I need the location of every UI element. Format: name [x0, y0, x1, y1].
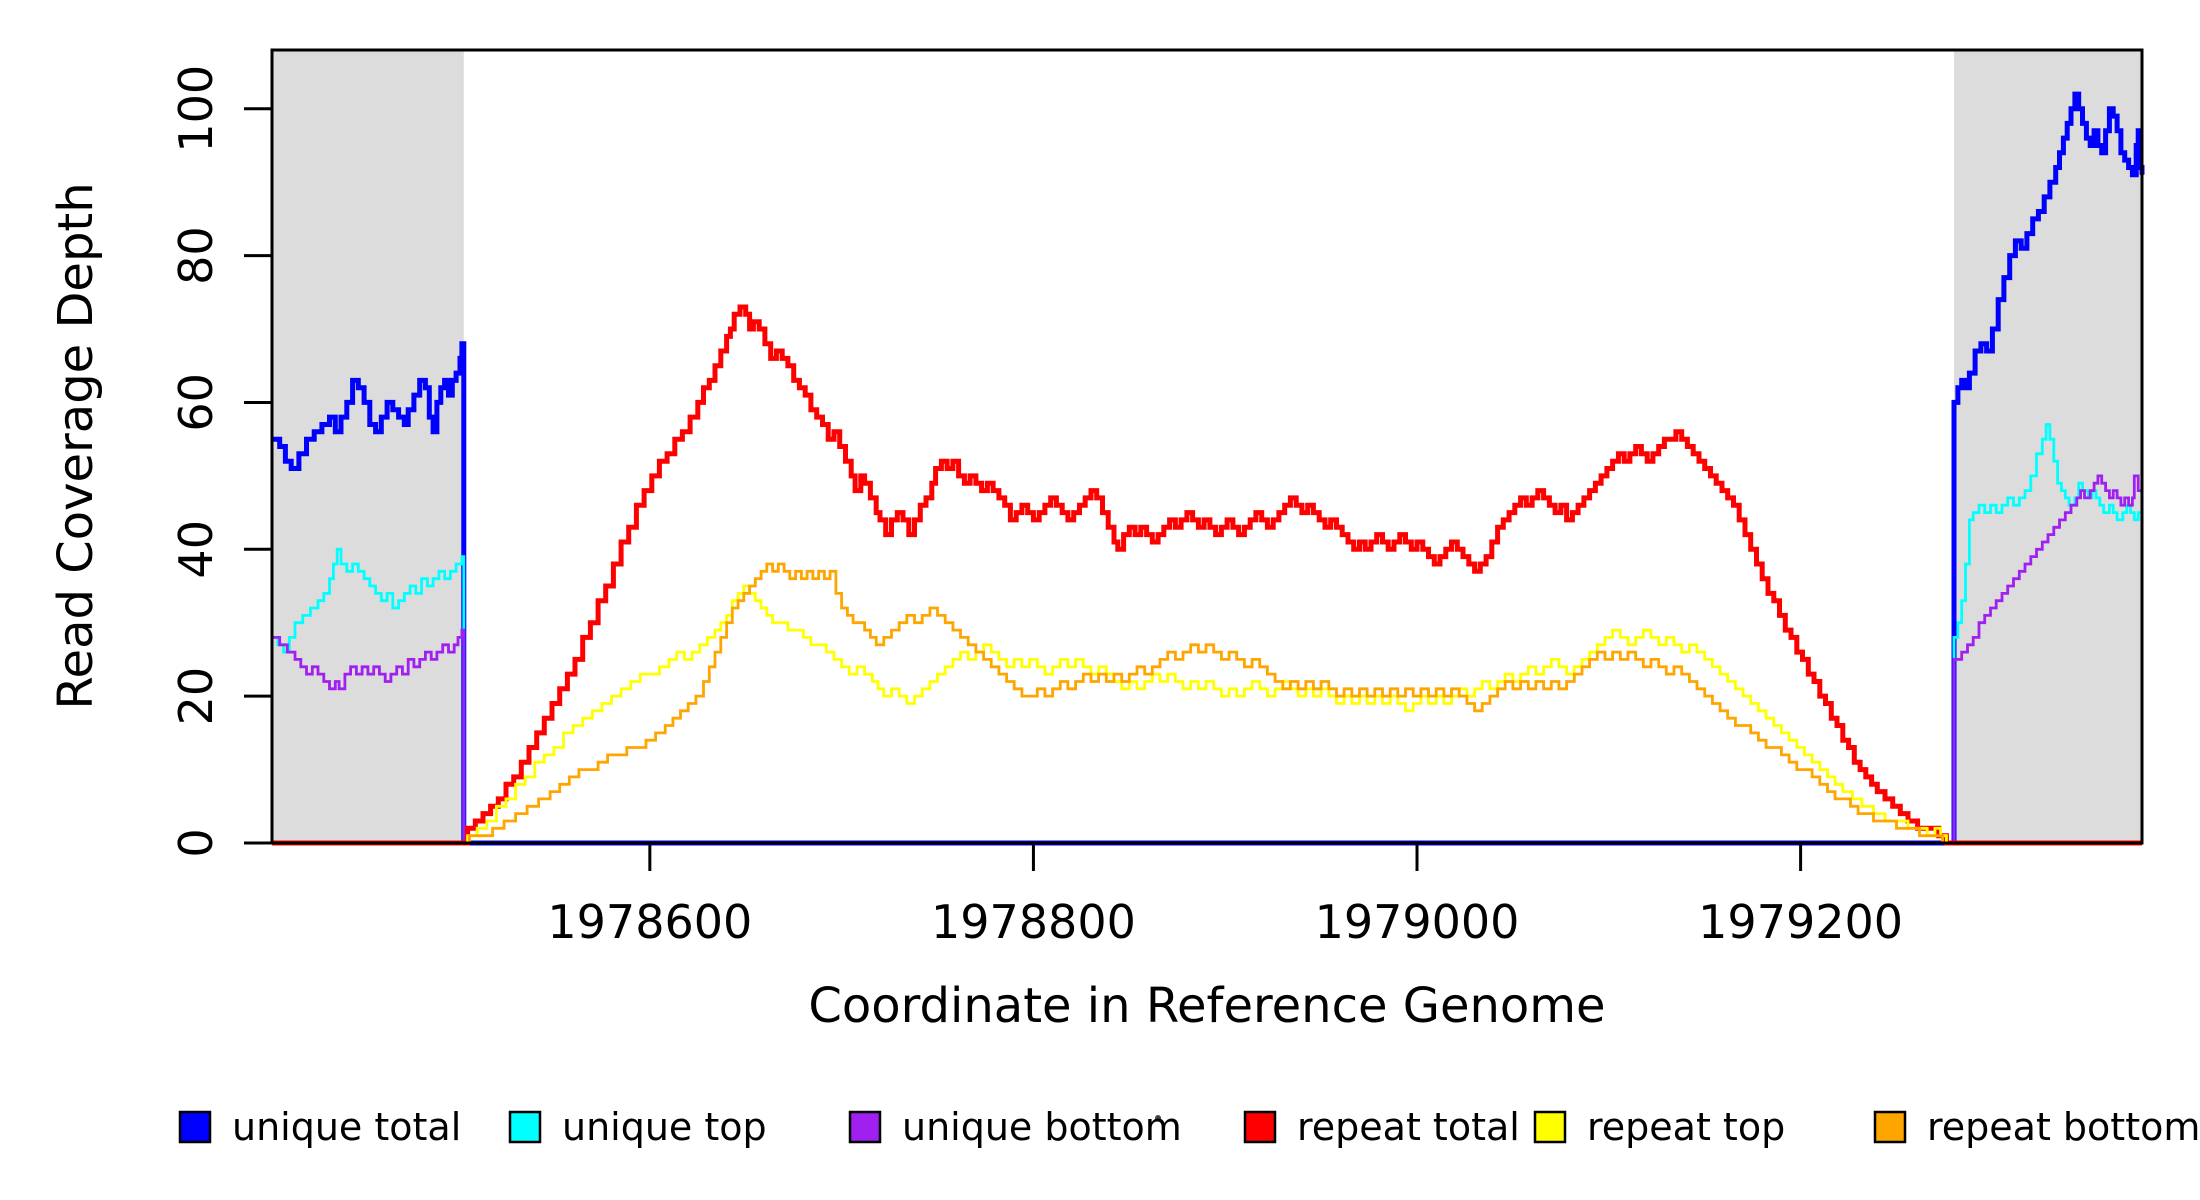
x-tick-label: 1978600 — [547, 895, 752, 949]
masked-region-left — [272, 50, 464, 843]
masked-region-right — [1954, 50, 2142, 843]
series-line-repeat-top — [272, 584, 2142, 845]
series-line-unique-bottom — [272, 474, 2144, 845]
x-tick-label: 1979200 — [1698, 895, 1903, 949]
series-line-unique-total — [272, 91, 2145, 846]
legend-label: unique top — [562, 1105, 767, 1149]
x-tick-label: 1979000 — [1315, 895, 1520, 949]
legend-label: repeat total — [1297, 1105, 1520, 1149]
stray-mark — [1155, 1115, 1161, 1121]
y-axis-title: Read Coverage Depth — [48, 182, 104, 709]
x-tick-label: 1978800 — [931, 895, 1136, 949]
legend-label: unique bottom — [902, 1105, 1182, 1149]
axis-tick-labels: 1978600 1978800 1979000 1979200 0 20 40 60 80 100 — [169, 65, 1903, 949]
y-tick-label: 40 — [169, 520, 223, 579]
legend-label: repeat top — [1587, 1105, 1785, 1149]
legend-item-repeat-total: repeat total — [1243, 1105, 1520, 1149]
legend-swatch-unique-total — [178, 1110, 212, 1144]
series-line-repeat-total — [272, 304, 2142, 846]
y-tick-label: 60 — [169, 373, 223, 432]
series-line-repeat-bottom — [272, 562, 2142, 845]
axis-ticks — [244, 107, 1803, 871]
series-line-unique-top — [272, 423, 2144, 845]
legend-item-unique-top: unique top — [508, 1105, 767, 1149]
legend-item-repeat-bottom: repeat bottom — [1873, 1105, 2200, 1149]
legend-swatch-repeat-bottom — [1873, 1110, 1907, 1144]
plot-border — [270, 48, 2144, 845]
masked-region-shading — [272, 50, 2142, 843]
legend-item-unique-total: unique total — [178, 1105, 461, 1149]
legend-label: unique total — [232, 1105, 461, 1149]
y-tick-label: 20 — [169, 667, 223, 726]
legend-label: repeat bottom — [1927, 1105, 2200, 1149]
x-axis-title: Coordinate in Reference Genome — [808, 978, 1605, 1034]
legend: unique total unique top unique bottom repea… — [178, 1105, 2200, 1149]
legend-swatch-repeat-top — [1533, 1110, 1567, 1144]
coverage-series-lines — [272, 91, 2145, 846]
legend-item-repeat-top: repeat top — [1533, 1105, 1785, 1149]
y-tick-label: 100 — [169, 65, 223, 153]
legend-swatch-unique-bottom — [848, 1110, 882, 1144]
y-tick-label: 80 — [169, 226, 223, 285]
legend-swatch-repeat-total — [1243, 1110, 1277, 1144]
y-tick-label: 0 — [169, 828, 223, 857]
legend-swatch-unique-top — [508, 1110, 542, 1144]
legend-item-unique-bottom: unique bottom — [848, 1105, 1182, 1149]
